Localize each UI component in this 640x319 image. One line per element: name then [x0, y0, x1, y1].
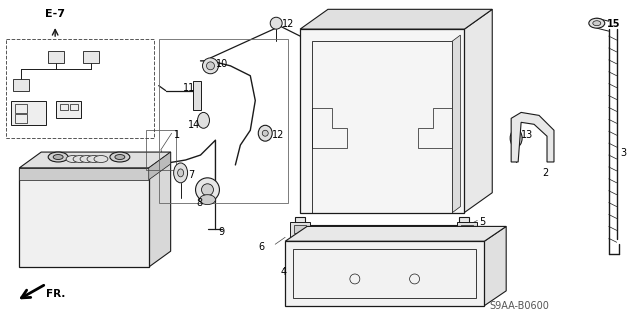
Text: 2: 2	[542, 168, 548, 178]
Bar	[19, 168, 148, 180]
Ellipse shape	[589, 18, 605, 28]
Bar	[15, 115, 28, 123]
Bar	[294, 226, 306, 234]
Text: FR.: FR.	[46, 289, 65, 299]
Ellipse shape	[94, 156, 108, 162]
Polygon shape	[484, 226, 506, 306]
Text: 1: 1	[173, 130, 180, 140]
Ellipse shape	[200, 195, 216, 204]
Polygon shape	[511, 112, 554, 162]
Text: 12: 12	[272, 130, 285, 140]
Ellipse shape	[173, 163, 188, 183]
Ellipse shape	[270, 17, 282, 29]
Bar	[12, 100, 46, 125]
Bar	[60, 105, 68, 110]
Bar	[300, 29, 465, 212]
Text: 10: 10	[216, 59, 228, 69]
Text: 7: 7	[189, 170, 195, 180]
Bar	[193, 81, 200, 110]
Bar	[312, 41, 452, 212]
Ellipse shape	[66, 156, 80, 162]
Bar	[293, 249, 476, 298]
Text: 11: 11	[182, 83, 195, 93]
Text: 15: 15	[607, 19, 620, 29]
Text: 5: 5	[479, 218, 486, 227]
Bar	[83, 51, 99, 63]
Polygon shape	[148, 152, 171, 267]
Text: S9AA-B0600: S9AA-B0600	[489, 301, 549, 311]
Bar	[146, 130, 175, 170]
Ellipse shape	[513, 135, 519, 141]
Ellipse shape	[262, 130, 268, 136]
Bar	[6, 39, 154, 138]
Ellipse shape	[259, 125, 272, 141]
Ellipse shape	[110, 152, 130, 162]
Ellipse shape	[80, 156, 94, 162]
Polygon shape	[19, 152, 171, 168]
Polygon shape	[285, 226, 506, 241]
Ellipse shape	[198, 112, 209, 128]
Bar	[19, 168, 148, 267]
Ellipse shape	[593, 21, 601, 26]
Bar	[290, 222, 310, 244]
Polygon shape	[148, 152, 171, 180]
Bar	[285, 241, 484, 306]
Bar	[56, 100, 81, 118]
Text: E-7: E-7	[45, 9, 65, 19]
Text: 13: 13	[521, 130, 533, 140]
Ellipse shape	[196, 178, 220, 202]
Bar	[15, 105, 28, 114]
Ellipse shape	[87, 156, 101, 162]
Bar	[159, 39, 288, 203]
Bar	[13, 79, 29, 91]
Text: 3: 3	[621, 148, 627, 158]
Polygon shape	[300, 9, 492, 29]
Polygon shape	[452, 35, 460, 212]
Ellipse shape	[202, 184, 214, 196]
Text: 14: 14	[188, 120, 200, 130]
Ellipse shape	[53, 154, 63, 160]
Bar	[458, 222, 477, 244]
Text: 8: 8	[196, 198, 203, 208]
Text: 12: 12	[282, 19, 294, 29]
Ellipse shape	[207, 62, 214, 70]
Polygon shape	[465, 9, 492, 212]
Ellipse shape	[48, 152, 68, 162]
Ellipse shape	[178, 169, 184, 177]
Ellipse shape	[115, 154, 125, 160]
Bar	[48, 51, 64, 63]
Ellipse shape	[73, 156, 87, 162]
Ellipse shape	[510, 129, 522, 147]
Bar	[70, 105, 78, 110]
Text: 4: 4	[280, 267, 286, 277]
Polygon shape	[295, 218, 469, 245]
Text: 9: 9	[218, 227, 225, 237]
Text: 6: 6	[259, 242, 264, 252]
Ellipse shape	[202, 58, 218, 74]
Bar	[461, 226, 474, 234]
